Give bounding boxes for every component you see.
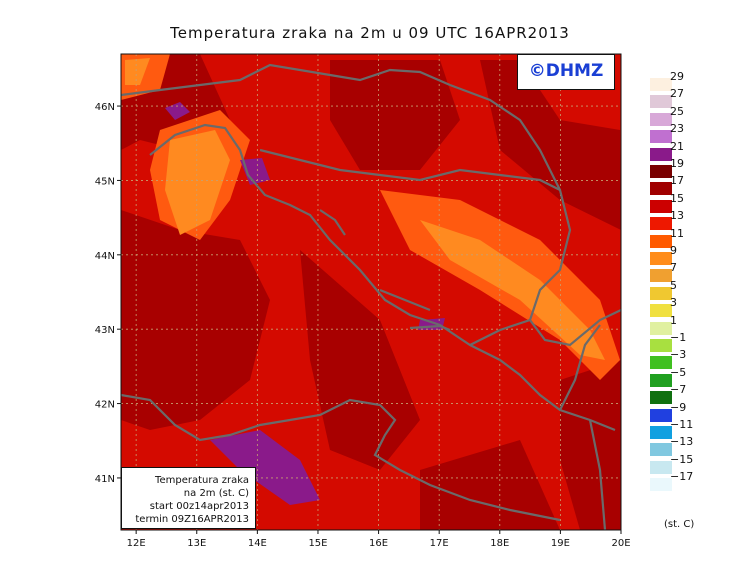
info-box: Temperatura zraka na 2m (st. C) start 00… [121,467,256,529]
legend-label: 25 [670,104,684,118]
border [259,148,561,191]
legend-label: −15 [670,452,694,466]
field-zone-purple [210,430,320,505]
legend-swatch [650,217,672,231]
legend-label: 13 [670,209,684,223]
info-line: start 00z14apr2013 [149,501,249,512]
border [588,419,607,530]
field-zone-dark [480,60,621,230]
temperature-field [121,54,621,530]
x-tick-label: 13E [187,538,206,549]
y-tick-label: 42N [95,400,115,411]
y-axis-ticks: 46N 45N 44N 43N 42N 41N [95,102,121,485]
legend-swatch [650,391,672,405]
legend-unit: (st. C) [664,519,695,530]
field-zone-dark [121,210,270,430]
legend-swatch [650,269,672,283]
legend-label: −3 [670,348,687,362]
dhmz-logo: ©DHMZ [517,54,615,90]
legend-swatch [650,408,672,422]
legend-label: −13 [670,435,694,449]
x-axis-ticks: 12E 13E 14E 15E 16E 17E 18E 19E 20E [127,530,631,549]
legend-swatch [650,199,672,213]
legend-swatch [650,356,672,370]
legend-swatch [650,112,672,126]
legend-swatch [650,304,672,318]
y-tick-label: 43N [95,325,115,336]
legend-swatch [650,460,672,474]
legend-label: 17 [670,174,684,188]
legend-swatch [650,78,672,91]
x-tick-label: 18E [490,538,509,549]
legend-swatch [650,95,672,109]
legend-swatch [650,252,672,265]
border [469,318,531,346]
legend-swatch [650,130,672,144]
y-tick-label: 44N [95,251,115,262]
legend-label: −9 [670,400,687,414]
x-tick-label: 12E [127,538,146,549]
legend-swatch [650,286,672,300]
x-tick-label: 19E [551,538,570,549]
island [409,324,451,332]
legend-label: −5 [670,365,687,379]
legend-label: 21 [670,139,684,153]
legend-label: 29 [670,70,684,83]
y-tick-label: 45N [95,176,115,187]
y-tick-label: 46N [95,102,115,113]
field-zone-purple [165,102,190,120]
legend-label: 23 [670,122,684,136]
info-line: na 2m (st. C) [183,488,249,499]
legend-swatch [650,339,672,352]
legend-swatch [650,147,672,161]
x-tick-label: 17E [430,538,449,549]
legend-label: 9 [670,244,677,257]
island [379,288,431,312]
island [319,209,346,236]
legend-label: 1 [670,313,677,327]
legend-swatch [650,443,672,457]
legend-swatch [650,478,672,492]
legend-label: 5 [670,278,677,292]
border [449,83,621,347]
y-tick-label: 41N [95,474,115,485]
legend-swatch [650,426,672,439]
border [559,324,601,411]
coastline [149,123,616,432]
info-line: Temperatura zraka [155,475,249,486]
map-frame [120,53,622,531]
legend-swatch [650,165,672,178]
coastline [121,393,561,522]
legend-label: −7 [670,383,687,397]
legend-swatch [650,321,672,335]
field-zone-dark [330,60,460,170]
info-line: termin 09Z16APR2013 [135,514,249,525]
x-tick-label: 16E [369,538,388,549]
legend-label: 7 [670,261,677,275]
legend-label: 15 [670,191,684,205]
legend-swatch [650,234,672,248]
legend-label: 3 [670,296,677,310]
field-zone-orange [165,130,230,235]
field-zone-orange [125,58,150,85]
x-tick-label: 14E [248,538,267,549]
x-tick-label: 15E [308,538,327,549]
field-zone-dark [560,360,621,530]
map-title: Temperatura zraka na 2m u 09 UTC 16APR20… [170,24,570,42]
legend-swatch [650,373,672,387]
legend-label: 19 [670,157,684,170]
legend-label: −1 [670,331,687,344]
legend-label: 11 [670,226,684,240]
legend-label: 27 [670,87,684,101]
field-zone-purple [240,158,270,185]
field-zone-dark [420,440,560,530]
legend-label: −17 [670,470,694,484]
coastlines [121,63,621,530]
legend-label: −11 [670,418,694,431]
x-tick-label: 20E [611,538,630,549]
border [121,63,451,97]
legend-swatch [650,182,672,196]
